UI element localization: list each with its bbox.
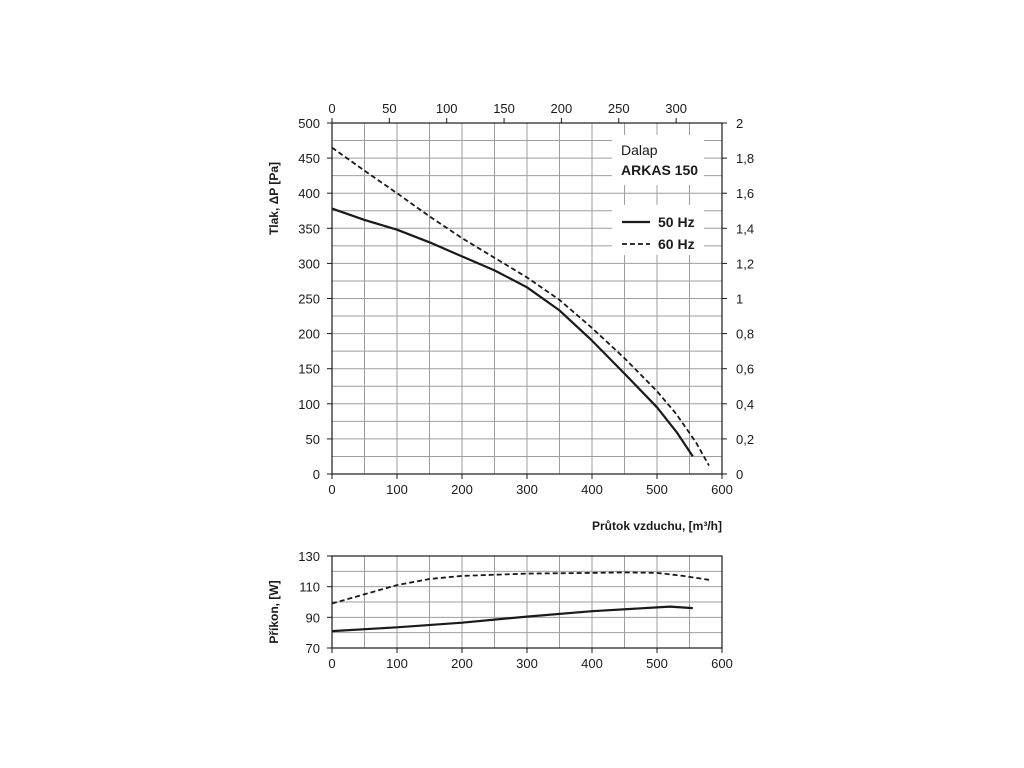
y-tick-label: 100 bbox=[298, 397, 320, 412]
y-tick-label: 50 bbox=[306, 432, 320, 447]
top-x-tick-label: 300 bbox=[665, 101, 687, 116]
y-tick-label: 110 bbox=[299, 580, 320, 595]
x-tick-label: 0 bbox=[328, 482, 335, 497]
x-tick-label: 300 bbox=[516, 656, 538, 671]
label-manufacturer: Dalap bbox=[621, 142, 658, 158]
x-tick-label: 200 bbox=[451, 482, 473, 497]
right-y-tick-label: 1,6 bbox=[736, 186, 754, 201]
legend-label: 60 Hz bbox=[658, 236, 695, 252]
x-tick-label: 500 bbox=[646, 482, 668, 497]
right-y-tick-label: 0,4 bbox=[736, 397, 754, 412]
x-tick-label: 600 bbox=[711, 656, 733, 671]
right-y-tick-label: 1,4 bbox=[736, 221, 754, 236]
y-tick-label: 450 bbox=[298, 151, 320, 166]
x-tick-label: 100 bbox=[386, 482, 408, 497]
x-tick-label: 100 bbox=[386, 656, 408, 671]
x-tick-label: 0 bbox=[328, 656, 335, 671]
legend-label: 50 Hz bbox=[658, 214, 695, 230]
label-model: ARKAS 150 bbox=[621, 162, 698, 178]
power-chart: 0 100 200 300 400 500 600 70 90 110 130 Příkon, [W] bbox=[267, 549, 733, 671]
y-tick-label: 130 bbox=[298, 549, 320, 564]
right-y-tick-label: 1,2 bbox=[736, 256, 754, 271]
y-axis-title: Tlak, ΔP [Pa] bbox=[267, 162, 281, 235]
y-axis-title: Příkon, [W] bbox=[267, 580, 281, 643]
top-x-tick-label: 100 bbox=[436, 101, 458, 116]
x-tick-label: 400 bbox=[581, 656, 603, 671]
right-y-tick-label: 1 bbox=[736, 292, 743, 307]
x-tick-label: 200 bbox=[451, 656, 473, 671]
y-tick-label: 90 bbox=[306, 610, 320, 625]
x-tick-label: 300 bbox=[516, 482, 538, 497]
top-x-tick-label: 150 bbox=[493, 101, 515, 116]
series-line-50-hz bbox=[331, 605, 693, 633]
right-y-tick-label: 2 bbox=[736, 116, 743, 131]
y-tick-label: 70 bbox=[306, 641, 320, 656]
y-tick-label: 500 bbox=[298, 116, 320, 131]
x-tick-label: 600 bbox=[711, 482, 733, 497]
y-tick-label: 250 bbox=[298, 292, 320, 307]
y-tick-label: 300 bbox=[298, 256, 320, 271]
series-line-50-hz bbox=[331, 207, 694, 458]
right-y-tick-label: 0,6 bbox=[736, 362, 754, 377]
y-tick-label: 350 bbox=[298, 221, 320, 236]
right-y-tick-label: 0 bbox=[736, 467, 743, 482]
series-line-60-hz bbox=[331, 146, 710, 467]
label-box bbox=[612, 135, 704, 185]
y-tick-label: 400 bbox=[298, 186, 320, 201]
legend-box bbox=[612, 205, 704, 255]
top-x-tick-label: 250 bbox=[608, 101, 630, 116]
x-tick-label: 500 bbox=[646, 656, 668, 671]
top-x-tick-label: 50 bbox=[382, 101, 396, 116]
x-axis-title: Průtok vzduchu, [m³/h] bbox=[592, 519, 722, 533]
right-y-tick-label: 1,8 bbox=[736, 151, 754, 166]
right-y-tick-label: 0,2 bbox=[736, 432, 754, 447]
right-y-tick-label: 0,8 bbox=[736, 327, 754, 342]
x-tick-label: 400 bbox=[581, 482, 603, 497]
pressure-chart: 0 100 200 300 400 500 600050100150200250300350… bbox=[267, 101, 754, 533]
y-tick-label: 0 bbox=[313, 467, 320, 482]
series-line-60-hz bbox=[331, 571, 710, 605]
top-x-tick-label: 0 bbox=[328, 101, 335, 116]
top-x-tick-label: 200 bbox=[551, 101, 573, 116]
y-tick-label: 200 bbox=[298, 327, 320, 342]
y-tick-label: 150 bbox=[298, 362, 320, 377]
